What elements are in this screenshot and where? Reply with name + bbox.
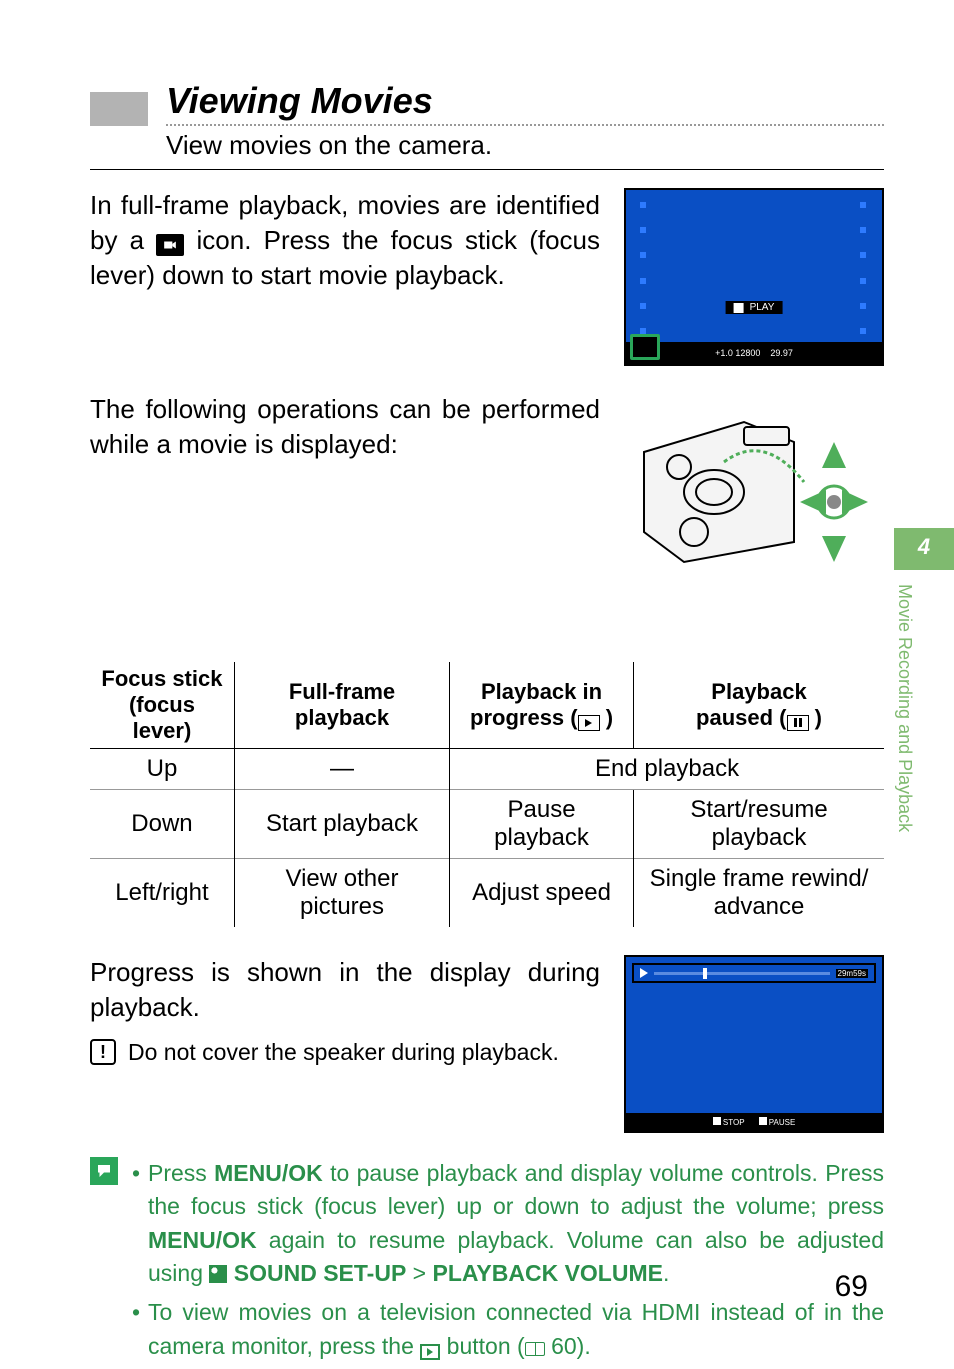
tip-icon (90, 1157, 118, 1185)
cell: Pause playback (450, 790, 634, 859)
table-header-row: Focus stick (focus lever) Full-frame pla… (90, 662, 884, 749)
section-heading: Viewing Movies (166, 80, 884, 126)
info-strip: +1.0 12800 29.97 (626, 342, 882, 364)
play-label: PLAY (750, 302, 775, 313)
movie-icon (156, 234, 184, 256)
intro-row: In full-frame playback, movies are ident… (90, 188, 884, 366)
th-line1: Playback in (458, 679, 625, 705)
camera-controls-diagram (624, 392, 884, 572)
sound-setup-label: SOUND SET-UP (234, 1260, 407, 1286)
play-icon (578, 715, 600, 731)
heading-marker-block (90, 92, 148, 126)
pause-icon (787, 715, 809, 731)
playback-button-icon (420, 1344, 440, 1360)
caution-text: Do not cover the speaker during playback… (128, 1039, 559, 1066)
cell: View other pictures (234, 859, 449, 928)
playback-progress-screen: 29m59s STOP PAUSE (624, 955, 884, 1133)
table-body: Up — End playback Down Start playback Pa… (90, 749, 884, 928)
section-subtitle: View movies on the camera. (166, 130, 884, 161)
chapter-title: Movie Recording and Playback (894, 570, 933, 1010)
th-full-frame: Full-frame playback (234, 662, 449, 749)
cell: Up (90, 749, 234, 790)
cell: Adjust speed (450, 859, 634, 928)
th-line1: Playback (642, 679, 876, 705)
cell: Down (90, 790, 234, 859)
th-focus-stick: Focus stick (focus lever) (90, 662, 234, 749)
progress-row: Progress is shown in the display during … (90, 955, 884, 1133)
progress-text: Progress is shown in the display during … (90, 955, 600, 1025)
th-line2: paused ( ) (642, 705, 876, 731)
stop-label: STOP (723, 1118, 745, 1127)
section-heading-row: Viewing Movies (90, 80, 884, 126)
tip-item: To view movies on a television connected… (132, 1296, 884, 1363)
tip-body: Press MENU/OK to pause playback and disp… (132, 1157, 884, 1369)
cell: Start playback (234, 790, 449, 859)
chapter-number: 4 (894, 528, 954, 570)
controls-table: Focus stick (focus lever) Full-frame pla… (90, 662, 884, 927)
menu-ok-label: MENU/OK (214, 1160, 323, 1186)
manual-page: 4 Movie Recording and Playback Viewing M… (0, 0, 954, 1346)
th-in-progress: Playback in progress ( ) (450, 662, 634, 749)
table-row: Down Start playback Pause playback Start… (90, 790, 884, 859)
caution-row: ! Do not cover the speaker during playba… (90, 1039, 600, 1066)
cell: — (234, 749, 449, 790)
caution-icon: ! (90, 1039, 116, 1065)
intro-text: In full-frame playback, movies are ident… (90, 188, 600, 366)
chapter-side-tab: 4 Movie Recording and Playback (894, 528, 954, 1068)
strip-badge: 29.97 (770, 348, 793, 358)
tip-box: Press MENU/OK to pause playback and disp… (90, 1157, 884, 1369)
playback-preview-screen: PLAY +1.0 12800 29.97 (624, 188, 884, 366)
th-line2: (focus lever) (98, 692, 226, 744)
movie-badge-icon (630, 334, 660, 360)
menu-ok-label: MENU/OK (148, 1227, 257, 1253)
strip-text: +1.0 12800 (715, 348, 760, 358)
cell: Left/right (90, 859, 234, 928)
cell: End playback (450, 749, 884, 790)
control-hints: STOP PAUSE (626, 1113, 882, 1131)
table-row: Left/right View other pictures Adjust sp… (90, 859, 884, 928)
time-remaining: 29m59s (836, 969, 868, 978)
wrench-icon (209, 1265, 227, 1283)
tip-item: Press MENU/OK to pause playback and disp… (132, 1157, 884, 1290)
operations-row: The following operations can be performe… (90, 392, 884, 572)
pause-label: PAUSE (769, 1118, 796, 1127)
table-row: Up — End playback (90, 749, 884, 790)
th-line1: Focus stick (98, 666, 226, 692)
play-icon (640, 968, 648, 978)
operations-text: The following operations can be performe… (90, 392, 600, 572)
cell: Start/resume playback (634, 790, 884, 859)
th-paused: Playback paused ( ) (634, 662, 884, 749)
page-ref-icon (525, 1342, 545, 1356)
th-line2: progress ( ) (458, 705, 625, 731)
page-number: 69 (835, 1270, 868, 1304)
play-indicator: PLAY (726, 301, 783, 314)
progress-bar: 29m59s (632, 963, 876, 983)
playback-volume-label: PLAYBACK VOLUME (433, 1260, 663, 1286)
heading-divider (90, 169, 884, 170)
cell: Single frame rewind/ advance (634, 859, 884, 928)
